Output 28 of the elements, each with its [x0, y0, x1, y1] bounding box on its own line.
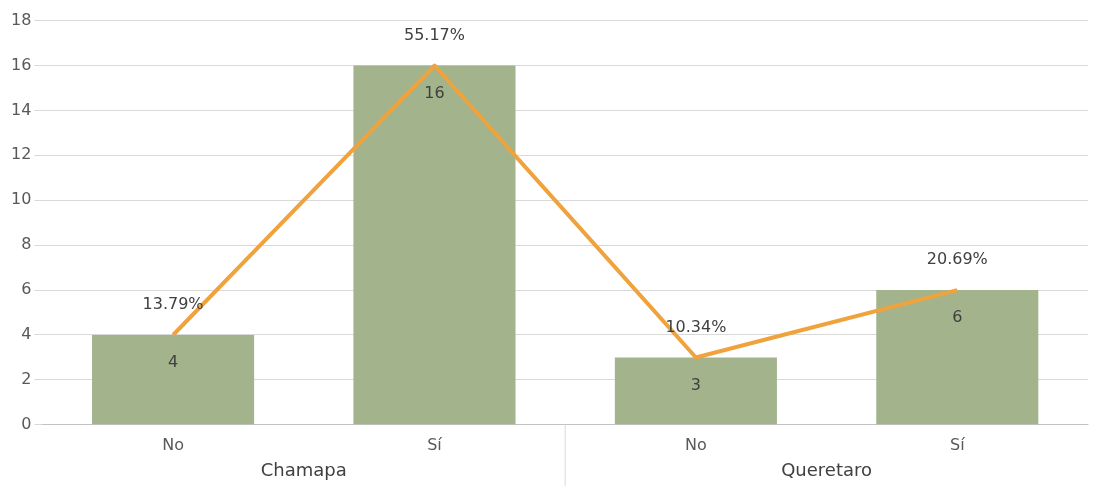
y-tick-label: 10: [11, 189, 32, 209]
y-tick-label: 4: [21, 324, 32, 344]
y-tick-label: 2: [21, 369, 32, 389]
y-tick-label: 0: [21, 413, 32, 433]
bar: [876, 290, 1039, 425]
bar: [614, 357, 777, 425]
bar: [92, 334, 255, 425]
text: Chamapa: [260, 458, 347, 480]
data-label: 10.34%: [665, 316, 727, 336]
bar: [353, 65, 516, 425]
x-tick-label: No: [162, 434, 184, 454]
data-label: 20.69%: [926, 249, 988, 269]
data-label: 6: [952, 307, 963, 327]
data-label: 4: [167, 352, 179, 372]
data-label: 16: [424, 82, 445, 102]
x-tick-label: No: [685, 434, 707, 454]
y-tick-label: 16: [11, 54, 32, 74]
y-tick-label: 18: [11, 9, 32, 29]
data-label: 55.17%: [403, 24, 465, 44]
y-tick-label: 8: [21, 234, 32, 254]
data-label: 13.79%: [142, 294, 204, 314]
y-tick-label: 14: [11, 99, 32, 119]
y-tick-label: 6: [21, 279, 32, 299]
x-tick-label: Sí: [949, 434, 966, 454]
y-tick-label: 12: [11, 144, 32, 164]
data-label: 3: [690, 374, 701, 394]
text: Queretaro: [781, 458, 873, 480]
x-tick-label: Sí: [427, 434, 443, 454]
